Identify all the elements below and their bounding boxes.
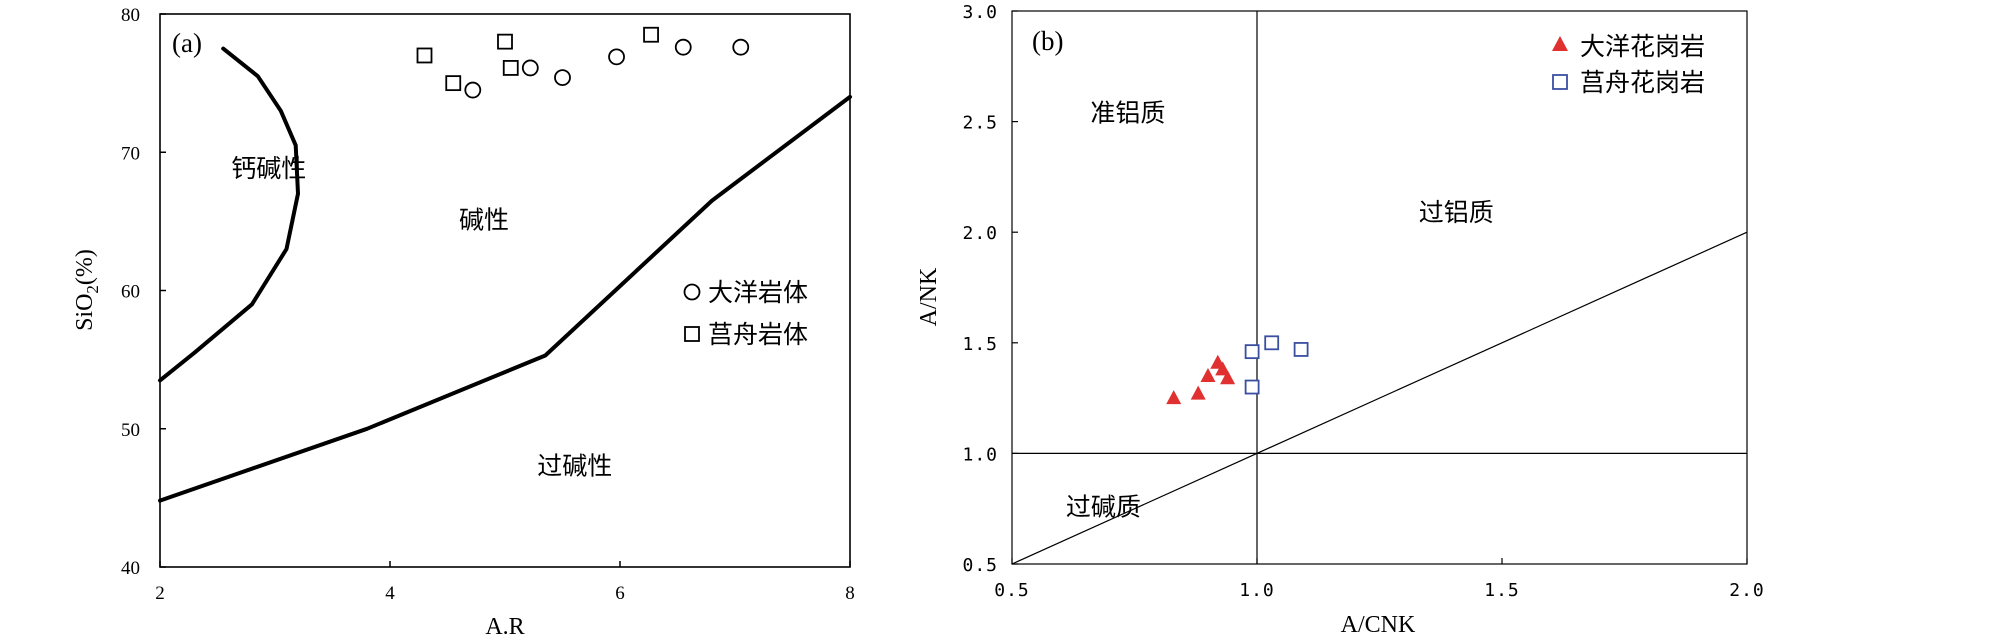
point-b-square-1 [1264, 335, 1280, 351]
region-label-a-1: 碱性 [459, 205, 509, 234]
y-axis-label-a-subscript: 2 [83, 285, 102, 294]
x-tick-label-b-1: 1.0 [1239, 580, 1275, 601]
reference-line-b-2 [1011, 231, 1748, 565]
point-a-circle-0 [464, 81, 482, 99]
y-axis-label-a: SiO2(%) [72, 249, 102, 331]
y-tick-label-b-4: 2.5 [962, 113, 998, 134]
y-tick-label-b-0: 0.5 [962, 555, 998, 576]
point-a-circle-4 [674, 38, 692, 56]
y-axis-label-b: A/NK [916, 267, 942, 326]
legend-b-square-marker [1552, 74, 1568, 90]
x-tick-label-b-2: 1.5 [1484, 580, 1520, 601]
point-a-square-3 [502, 60, 519, 76]
point-a-square-2 [497, 33, 513, 50]
y-tick-label-b-5: 3.0 [962, 2, 998, 23]
region-label-a-0: 钙碱性 [231, 154, 306, 183]
point-a-circle-3 [608, 48, 625, 66]
region-label-b-0: 准铝质 [1090, 99, 1165, 128]
x-axis-label-b: A/CNK [1341, 612, 1416, 638]
y-tick-label-b-3: 2.0 [962, 223, 998, 244]
y-tick-label-b-2: 1.5 [962, 334, 998, 355]
legend-b-series-2: 莒舟花岗岩 [1580, 68, 1705, 97]
x-tick-label-b-0: 0.5 [994, 580, 1030, 601]
point-b-square-0 [1244, 344, 1260, 360]
legend-a-square-marker [684, 326, 700, 342]
plot-frame-b [1011, 10, 1748, 565]
axis-ticks-b: 0.5 1.0 1.5 2.0 0.5 1.0 1.5 2.0 2.5 3.0 [962, 2, 1765, 601]
data-points-a [416, 26, 750, 99]
data-points-b [1166, 335, 1309, 405]
point-b-triangle-0 [1166, 390, 1182, 405]
legend-a-circle-marker [683, 283, 701, 301]
point-b-triangle-4 [1215, 361, 1231, 376]
panel-label-a: (a) [172, 28, 202, 58]
y-tick-label-a-2: 60 [121, 282, 140, 303]
x-tick-label-b-3: 2.0 [1729, 580, 1765, 601]
x-tick-label-a-2: 6 [615, 583, 625, 604]
y-tick-label-a-3: 70 [121, 143, 140, 164]
legend-b-triangle-marker [1552, 36, 1568, 51]
legend-a-series-2: 莒舟岩体 [708, 320, 808, 349]
reference-lines-b [1011, 11, 1748, 565]
y-tick-label-a-1: 50 [121, 420, 140, 441]
region-label-b-2: 过碱质 [1066, 492, 1141, 521]
region-label-b-1: 过铝质 [1419, 198, 1494, 227]
x-tick-label-a-0: 2 [155, 583, 165, 604]
point-b-square-2 [1293, 342, 1309, 357]
point-b-triangle-1 [1190, 385, 1206, 400]
legend-b-series-1: 大洋花岗岩 [1580, 32, 1705, 61]
boundary-lines-a [158, 46, 852, 503]
point-a-square-0 [416, 47, 433, 64]
point-a-circle-5 [732, 38, 750, 56]
y-axis-label-a-unit: (%) [72, 249, 98, 285]
point-b-triangle-2 [1200, 367, 1216, 382]
x-tick-label-a-1: 4 [385, 583, 395, 604]
boundary-alkaline-peralkaline [158, 94, 852, 503]
legend-a-series-1: 大洋岩体 [708, 278, 808, 307]
point-a-circle-1 [521, 59, 539, 77]
point-a-circle-2 [554, 69, 571, 86]
y-axis-label-a-main: SiO [72, 294, 98, 331]
point-b-triangle-5 [1220, 370, 1236, 385]
region-label-a-2: 过碱性 [537, 451, 612, 480]
point-a-square-1 [445, 75, 462, 92]
point-a-square-4 [643, 26, 659, 43]
y-tick-label-a-0: 40 [121, 558, 140, 579]
axis-ticks-a: 2 4 6 8 40 50 60 70 80 [121, 5, 855, 604]
legend-a: 大洋岩体 莒舟岩体 [683, 278, 808, 349]
x-axis-label-a: A.R [485, 614, 524, 639]
y-tick-label-a-4: 80 [121, 5, 140, 26]
legend-b: 大洋花岗岩 莒舟花岗岩 [1552, 32, 1705, 97]
y-tick-label-b-1: 1.0 [962, 444, 998, 465]
boundary-calc-alkaline-alkaline [158, 46, 300, 383]
panel-label-b: (b) [1032, 26, 1063, 56]
x-tick-label-a-3: 8 [845, 583, 855, 604]
point-b-square-3 [1244, 379, 1260, 395]
